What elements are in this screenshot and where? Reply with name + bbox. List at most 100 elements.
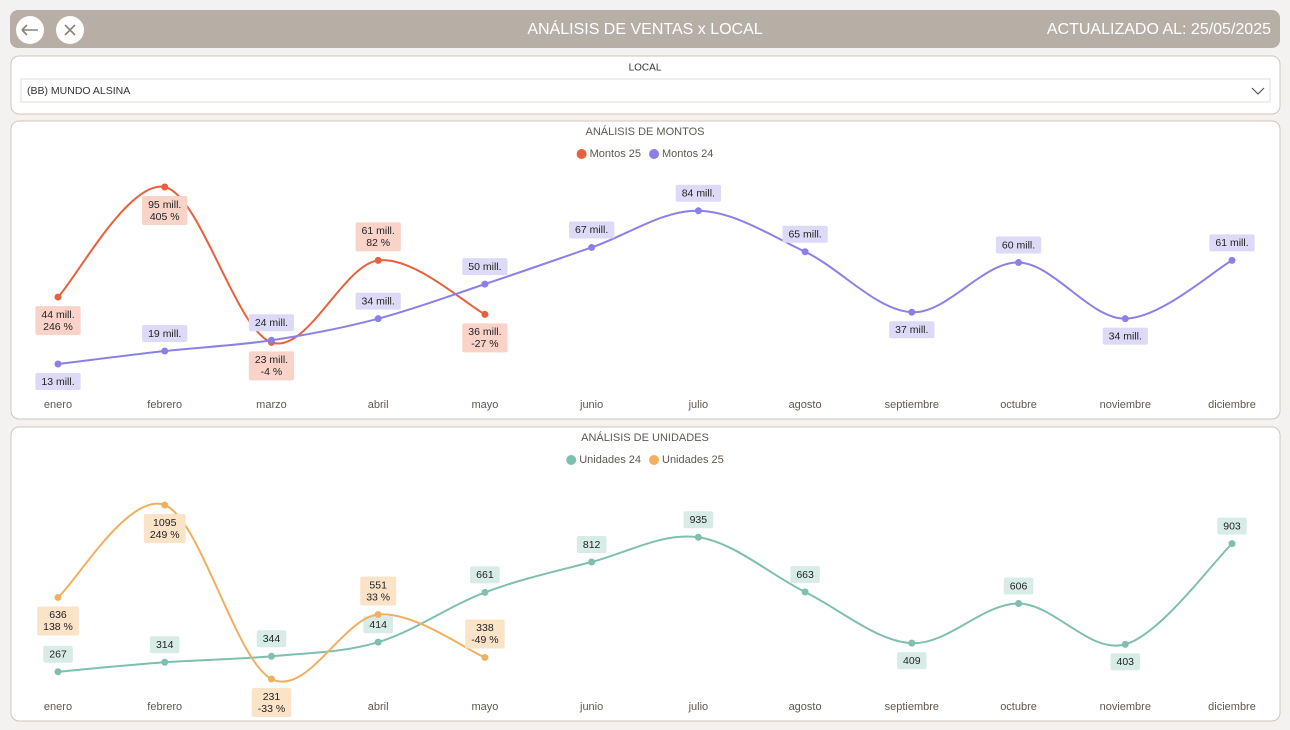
data-label-text: 44 mill. xyxy=(41,309,74,321)
data-point xyxy=(54,593,62,601)
legend-dot xyxy=(649,455,659,465)
x-tick-label: noviembre xyxy=(1100,701,1151,713)
data-point xyxy=(588,558,596,566)
x-tick-label: junio xyxy=(579,701,603,713)
data-label-box xyxy=(355,222,401,252)
data-label-box xyxy=(1110,653,1141,671)
x-tick-label: agosto xyxy=(789,701,822,713)
data-point xyxy=(481,280,489,288)
data-point xyxy=(374,611,382,619)
data-label-box xyxy=(675,184,721,202)
data-point xyxy=(161,347,169,355)
data-label-text: 903 xyxy=(1223,520,1241,532)
data-point xyxy=(1121,640,1129,648)
x-tick-label: abril xyxy=(368,399,389,411)
data-label-box xyxy=(248,351,295,381)
data-label: 61 mill.82 % xyxy=(355,222,401,252)
data-point xyxy=(374,315,382,323)
data-point xyxy=(481,588,489,596)
data-label: 95 mill.405 % xyxy=(142,196,188,225)
data-point xyxy=(1228,256,1236,264)
data-label-box xyxy=(37,606,79,636)
data-label: 13 mill. xyxy=(35,373,81,390)
data-point xyxy=(54,360,62,368)
data-point xyxy=(267,652,275,660)
data-point xyxy=(54,668,62,676)
data-point xyxy=(1121,315,1129,323)
data-label-text: 414 xyxy=(369,619,387,631)
data-label: 414 xyxy=(363,616,393,634)
legend-label: Montos 24 xyxy=(662,148,713,160)
x-tick-label: mayo xyxy=(471,399,498,411)
x-tick-label: enero xyxy=(44,399,72,411)
data-point xyxy=(694,207,702,215)
data-label-box xyxy=(683,511,714,529)
header-title: ANÁLISIS DE VENTAS x LOCAL xyxy=(527,19,762,38)
data-label: 812 xyxy=(576,535,607,553)
data-point xyxy=(1015,259,1023,267)
data-label-box xyxy=(1003,577,1034,595)
data-point xyxy=(801,248,809,256)
data-label: 44 mill.246 % xyxy=(35,306,81,336)
x-tick-label: abril xyxy=(368,701,389,713)
data-label: 314 xyxy=(149,636,180,654)
data-label-text: 409 xyxy=(903,655,921,667)
legend: Unidades 24 Unidades 25 xyxy=(566,454,724,466)
data-label-box xyxy=(35,373,81,390)
data-label-box xyxy=(790,566,820,583)
data-point xyxy=(1228,540,1236,548)
legend-label: Montos 25 xyxy=(590,148,641,160)
data-label-text: 24 mill. xyxy=(255,317,288,329)
data-label-text: 636 xyxy=(49,609,67,621)
back-button[interactable] xyxy=(16,16,44,44)
data-label-text: 34 mill. xyxy=(362,295,395,307)
legend-label: Unidades 25 xyxy=(662,454,724,466)
filter-dropdown[interactable] xyxy=(20,78,1271,103)
data-label: 84 mill. xyxy=(675,184,721,202)
data-label-text: 61 mill. xyxy=(1215,237,1248,249)
data-label: 50 mill. xyxy=(462,258,508,276)
data-point xyxy=(908,308,916,316)
data-label-text: 84 mill. xyxy=(682,188,715,200)
data-label-text: 551 xyxy=(369,579,387,591)
data-label-text: -49 % xyxy=(471,634,498,646)
data-label: 606 xyxy=(1003,577,1034,595)
data-label: 19 mill. xyxy=(142,325,188,343)
data-point xyxy=(481,653,489,661)
data-label: 37 mill. xyxy=(889,321,935,339)
x-tick-label: agosto xyxy=(789,399,822,411)
data-label-box xyxy=(1209,234,1255,252)
series-line xyxy=(57,502,486,683)
data-label-text: 37 mill. xyxy=(895,324,928,336)
data-label-box xyxy=(462,323,508,353)
x-tick-label: mayo xyxy=(471,701,498,713)
data-label-text: 1095 xyxy=(153,517,177,529)
close-button[interactable] xyxy=(56,16,84,44)
x-tick-label: septiembre xyxy=(885,399,939,411)
data-label-box xyxy=(256,630,287,648)
x-tick-label: marzo xyxy=(256,399,287,411)
data-label-text: 231 xyxy=(263,691,281,703)
data-label-text: 82 % xyxy=(366,237,390,249)
x-tick-label: febrero xyxy=(147,399,182,411)
data-label-text: -4 % xyxy=(261,366,283,378)
data-label-box xyxy=(142,196,188,225)
data-label-text: 663 xyxy=(796,569,814,581)
data-label: 60 mill. xyxy=(995,236,1042,254)
data-label-box xyxy=(470,566,500,584)
data-label-box xyxy=(782,225,828,243)
chart-panel xyxy=(10,120,1281,420)
data-label-box xyxy=(355,292,401,310)
data-label-text: -33 % xyxy=(258,703,285,715)
legend-dot xyxy=(649,149,659,159)
data-label-text: 661 xyxy=(476,569,494,581)
data-label-box xyxy=(248,314,295,332)
data-label-text: -27 % xyxy=(471,338,498,350)
data-label: 23 mill.-4 % xyxy=(248,351,295,381)
data-point xyxy=(481,310,489,318)
data-label-text: 246 % xyxy=(43,321,73,333)
data-label-box xyxy=(1102,327,1148,345)
dropdown-arrow xyxy=(1251,87,1265,95)
